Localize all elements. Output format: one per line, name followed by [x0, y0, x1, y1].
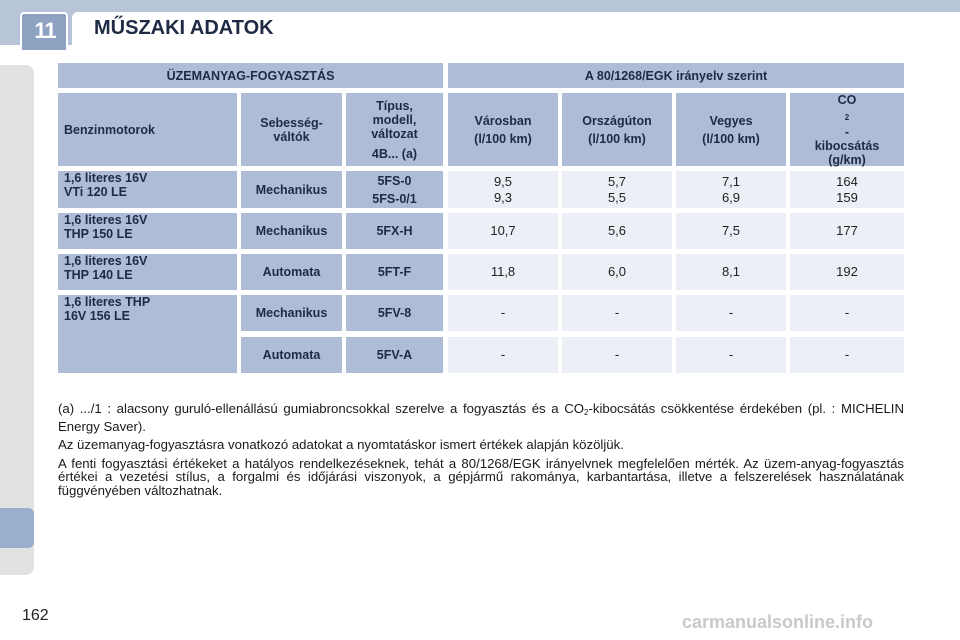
col-header-gearbox-l1: Sebesség- váltók: [260, 115, 323, 144]
side-tab: [0, 508, 34, 548]
row3-co2: 192: [790, 254, 904, 290]
row1-highway-l2: 5,5: [607, 189, 627, 205]
row1-highway-l1: 5,7: [607, 173, 627, 189]
note-a: (a) .../1 : alacsony guruló-ellenállású …: [58, 401, 904, 434]
col-header-co2: CO 2- kibocsátás (g/km): [790, 92, 904, 167]
row2-gearbox: Mechanikus: [241, 213, 342, 249]
row2-city: 10,7: [448, 213, 558, 249]
col-header-city-l1: Városban: [474, 113, 532, 128]
col-header-highway-l1: Országúton: [582, 113, 652, 128]
row4-engine: 1,6 literes THP 16V 156 LE: [58, 295, 237, 373]
col-header-mixed: Vegyes (l/100 km): [676, 93, 786, 166]
row2-co2: 177: [790, 213, 904, 249]
col-header-type-l4: 4B... (a): [371, 146, 418, 161]
row5-type: 5FV-A: [346, 337, 443, 373]
row1-city-l2: 9,3: [493, 189, 513, 205]
row3-engine: 1,6 literes 16V THP 140 LE: [58, 254, 237, 290]
col-header-highway-l2: (l/100 km): [588, 131, 646, 146]
row1-type-l1: 5FS-0: [377, 173, 412, 188]
row4-mixed: -: [676, 295, 786, 331]
row1-city-l1: 9,5: [493, 173, 513, 189]
col-header-type-l1: Típus,: [376, 98, 413, 113]
row4-co2: -: [790, 295, 904, 331]
title-tab: [72, 12, 960, 45]
row1-highway: 5,7 5,5: [562, 171, 672, 208]
row5-mixed: -: [676, 337, 786, 373]
col-header-type-l3: változat: [371, 126, 418, 141]
row3-highway: 6,0: [562, 254, 672, 290]
note-c: A fenti fogyasztási értékeket a hatályos…: [58, 455, 904, 498]
side-strip: [0, 65, 34, 575]
row4-highway: -: [562, 295, 672, 331]
page-number: 162: [22, 607, 49, 624]
row1-mixed-l1: 7,1: [721, 173, 741, 189]
row2-mixed: 7,5: [676, 213, 786, 249]
row5-highway: -: [562, 337, 672, 373]
row1-mixed-l2: 6,9: [721, 189, 741, 205]
col-header-city: Városban (l/100 km): [448, 93, 558, 166]
row5-city: -: [448, 337, 558, 373]
watermark: carmanualsonline.info: [682, 612, 874, 632]
col-header-co2-l2: kibocsátás: [814, 138, 880, 153]
row2-highway: 5,6: [562, 213, 672, 249]
page-title: MŰSZAKI ADATOK: [94, 17, 274, 39]
row3-city: 11,8: [448, 254, 558, 290]
row1-engine-l2: VTi 120 LE: [64, 185, 127, 199]
row3-engine-l1: 1,6 literes 16V: [64, 254, 148, 268]
footnotes: (a) .../1 : alacsony guruló-ellenállású …: [58, 402, 904, 502]
col-header-highway: Országúton (l/100 km): [562, 93, 672, 166]
col-header-engine: Benzinmotorok: [58, 93, 237, 166]
row2-engine: 1,6 literes 16V THP 150 LE: [58, 213, 237, 249]
group-header-directive: A 80/1268/EGK irányelv szerint: [448, 63, 904, 88]
col-header-city-l2: (l/100 km): [474, 131, 532, 146]
row4-gearbox: Mechanikus: [241, 295, 342, 331]
row4-engine-l2: 16V 156 LE: [64, 309, 131, 323]
row2-type: 5FX-H: [346, 213, 443, 249]
row3-engine-l2: THP 140 LE: [64, 268, 133, 282]
col-header-gearbox: Sebesség- váltók: [241, 93, 342, 166]
col-header-type: Típus, modell, változat 4B... (a): [346, 93, 443, 166]
col-header-mixed-l1: Vegyes: [709, 113, 753, 128]
row3-mixed: 8,1: [676, 254, 786, 290]
chapter-number: 11: [34, 18, 56, 43]
row1-type: 5FS-0 5FS-0/1: [346, 171, 443, 208]
col-header-co2-l3: (g/km): [828, 152, 866, 167]
col-header-type-l2: modell,: [372, 112, 417, 127]
row5-gearbox: Automata: [241, 337, 342, 373]
group-header-consumption: ÜZEMANYAG-FOGYASZTÁS: [58, 63, 443, 88]
row4-city: -: [448, 295, 558, 331]
chapter-tab: [20, 12, 68, 52]
row1-gearbox: Mechanikus: [241, 171, 342, 208]
row5-co2: -: [790, 337, 904, 373]
row4-type: 5FV-8: [346, 295, 443, 331]
row1-type-l2: 5FS-0/1: [372, 191, 417, 206]
row2-engine-l1: 1,6 literes 16V: [64, 213, 148, 227]
row3-type: 5FT-F: [346, 254, 443, 290]
row1-engine: 1,6 literes 16V VTi 120 LE: [58, 171, 237, 208]
col-header-co2-l1: CO 2-: [837, 92, 857, 139]
row4-engine-l1: 1,6 literes THP: [64, 295, 151, 309]
note-b: Az üzemanyag-fogyasztásra vonatkozó adat…: [58, 437, 624, 452]
row3-gearbox: Automata: [241, 254, 342, 290]
row1-mixed: 7,1 6,9: [676, 171, 786, 208]
row1-co2-l1: 164: [836, 173, 858, 189]
row1-city: 9,5 9,3: [448, 171, 558, 208]
row2-engine-l2: THP 150 LE: [64, 227, 133, 241]
row1-engine-l1: 1,6 literes 16V: [64, 171, 148, 185]
col-header-mixed-l2: (l/100 km): [702, 131, 760, 146]
row1-co2-l2: 159: [836, 189, 858, 205]
row1-co2: 164 159: [790, 171, 904, 208]
